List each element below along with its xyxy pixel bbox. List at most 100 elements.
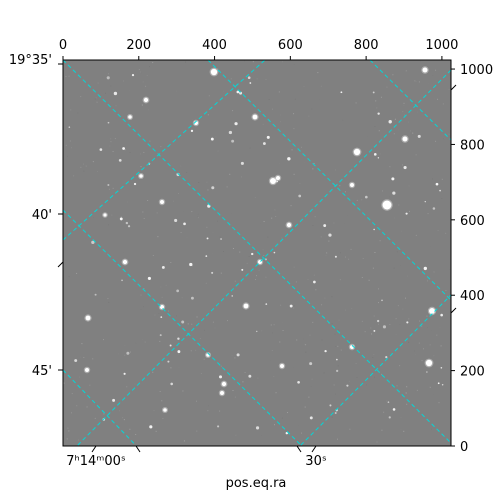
star — [220, 238, 222, 240]
noise-pixel — [186, 171, 188, 173]
noise-pixel — [432, 74, 434, 76]
noise-pixel — [70, 147, 72, 149]
noise-pixel — [405, 341, 407, 343]
star — [350, 183, 354, 187]
noise-pixel — [282, 61, 284, 63]
noise-pixel — [89, 384, 91, 386]
noise-pixel — [74, 290, 76, 292]
top-tick-label: 0 — [59, 38, 67, 53]
noise-pixel — [376, 441, 378, 443]
noise-pixel — [162, 417, 164, 419]
noise-pixel — [83, 356, 85, 358]
star — [131, 74, 135, 77]
noise-pixel — [320, 236, 322, 238]
noise-pixel — [80, 166, 82, 168]
star — [313, 280, 316, 284]
noise-pixel — [82, 163, 84, 165]
noise-pixel — [156, 212, 158, 214]
noise-pixel — [427, 280, 429, 282]
star — [219, 375, 223, 379]
noise-pixel — [448, 74, 450, 76]
noise-pixel — [97, 170, 99, 172]
noise-pixel — [415, 81, 417, 83]
noise-pixel — [293, 64, 295, 66]
star — [231, 139, 235, 143]
noise-pixel — [361, 320, 363, 322]
noise-pixel — [106, 253, 108, 255]
noise-pixel — [431, 428, 433, 430]
noise-pixel — [94, 98, 96, 100]
noise-pixel — [410, 130, 412, 132]
star — [334, 255, 337, 258]
noise-pixel — [94, 417, 96, 419]
star — [241, 268, 244, 271]
grid-line — [76, 69, 451, 446]
noise-pixel — [440, 345, 442, 347]
noise-pixel — [180, 165, 182, 167]
noise-pixel — [219, 410, 221, 412]
noise-pixel — [222, 90, 224, 92]
noise-pixel — [155, 400, 157, 402]
ra-tick-label-1: 7ʰ14ᵐ00ˢ — [66, 454, 126, 469]
star — [239, 91, 243, 95]
noise-pixel — [65, 76, 67, 78]
noise-pixel — [257, 377, 259, 379]
noise-pixel — [129, 428, 131, 430]
top-tick-label: 400 — [202, 38, 227, 53]
noise-pixel — [73, 150, 75, 152]
noise-pixel — [254, 197, 256, 199]
noise-pixel — [252, 61, 254, 63]
noise-pixel — [343, 271, 345, 273]
noise-pixel — [149, 140, 151, 142]
noise-pixel — [326, 278, 328, 280]
noise-pixel — [299, 182, 301, 184]
noise-pixel — [386, 86, 388, 88]
noise-pixel — [308, 115, 310, 117]
noise-pixel — [335, 357, 337, 359]
noise-pixel — [365, 384, 367, 386]
star — [211, 186, 215, 190]
noise-pixel — [165, 284, 167, 286]
noise-pixel — [309, 334, 311, 336]
noise-pixel — [271, 217, 273, 219]
noise-pixel — [321, 304, 323, 306]
noise-pixel — [293, 173, 295, 175]
star — [426, 371, 428, 373]
noise-pixel — [340, 349, 342, 351]
noise-pixel — [200, 193, 202, 195]
star — [228, 130, 233, 135]
star — [422, 67, 428, 73]
noise-pixel — [207, 189, 209, 191]
noise-pixel — [400, 230, 402, 232]
noise-pixel — [147, 109, 149, 111]
noise-pixel — [280, 114, 282, 116]
noise-pixel — [76, 272, 78, 274]
star — [403, 165, 407, 170]
noise-pixel — [350, 248, 352, 250]
noise-pixel — [307, 373, 309, 375]
noise-pixel — [403, 114, 405, 116]
noise-pixel — [235, 434, 237, 436]
noise-pixel — [304, 343, 306, 345]
grid-line — [369, 60, 451, 141]
noise-pixel — [411, 126, 413, 128]
noise-pixel — [70, 109, 72, 111]
noise-pixel — [110, 85, 112, 87]
noise-pixel — [206, 181, 208, 183]
noise-pixel — [294, 98, 296, 100]
noise-pixel — [323, 372, 325, 374]
noise-pixel — [153, 409, 155, 411]
star — [125, 221, 129, 225]
noise-pixel — [300, 432, 302, 434]
noise-pixel — [107, 298, 109, 300]
noise-pixel — [275, 216, 277, 218]
star — [328, 233, 332, 237]
noise-pixel — [396, 251, 398, 253]
noise-pixel — [109, 145, 111, 147]
noise-pixel — [107, 73, 109, 75]
star — [190, 296, 194, 300]
noise-pixel — [444, 138, 446, 140]
noise-pixel — [117, 353, 119, 355]
noise-pixel — [326, 252, 328, 254]
noise-pixel — [408, 318, 410, 320]
